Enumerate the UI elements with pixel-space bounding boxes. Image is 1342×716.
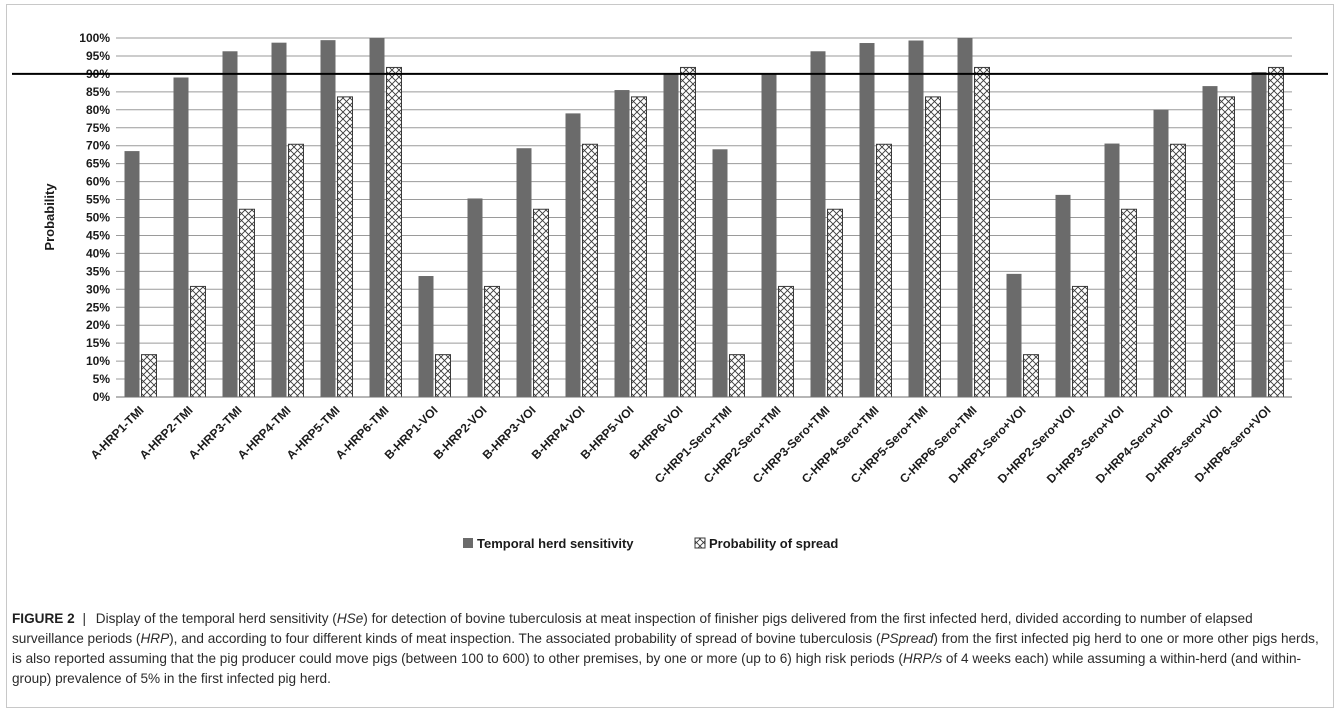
caption-text-segment: ), and according to four different kinds…: [169, 631, 881, 646]
gridlines: [116, 37, 1292, 398]
y-tick-label: 60%: [86, 175, 110, 189]
bar-probability-of-spread: [435, 354, 451, 398]
bar-temporal-herd-sensitivity: [810, 51, 826, 398]
figure-label: FIGURE 2: [12, 611, 75, 626]
legend: Temporal herd sensitivity Probability of …: [463, 536, 838, 551]
bar-temporal-herd-sensitivity: [908, 40, 924, 397]
bar-probability-of-spread: [386, 66, 402, 398]
figure-frame: [6, 4, 1334, 708]
y-tick-label: 95%: [86, 49, 110, 63]
y-tick-label: 20%: [86, 318, 110, 332]
bar-temporal-herd-sensitivity: [124, 151, 140, 397]
bar-probability-of-spread: [778, 285, 794, 398]
bar-probability-of-spread: [1072, 285, 1088, 398]
bar-probability-of-spread: [582, 143, 598, 398]
bar-chart: 0% 5% 10% 15% 20% 25% 30% 35% 40% 45% 50% 55% 60% 65%…: [12, 31, 1328, 551]
y-tick-label: 45%: [86, 228, 110, 242]
caption-text-segment: ) from the first infected pig herd to on…: [12, 631, 1319, 666]
bar-temporal-herd-sensitivity: [1055, 194, 1071, 397]
y-tick-label: 0%: [93, 390, 111, 404]
caption-text-segment: ) for detection of bovine tuberculosis a…: [12, 611, 1253, 646]
bar-probability-of-spread: [974, 66, 990, 398]
bar-probability-of-spread: [239, 208, 255, 398]
bar-probability-of-spread: [484, 285, 500, 398]
bar-probability-of-spread: [1268, 66, 1284, 398]
y-tick-label: 65%: [86, 157, 110, 171]
bar-temporal-herd-sensitivity: [418, 276, 434, 397]
caption-text: Display of the temporal herd sensitivity…: [12, 611, 1319, 686]
y-tick-label: 55%: [86, 193, 110, 207]
bar-probability-of-spread: [141, 354, 157, 398]
bar-temporal-herd-sensitivity: [320, 40, 336, 398]
bar-temporal-herd-sensitivity: [516, 148, 532, 397]
figure-caption: FIGURE 2 | Display of the temporal herd …: [12, 609, 1328, 689]
legend-swatch-temporal-herd-sensitivity: [463, 538, 473, 548]
bars: [124, 38, 1284, 398]
bar-temporal-herd-sensitivity: [761, 73, 777, 398]
y-axis-label: Probability: [42, 183, 57, 251]
caption-text-segment: of 4 weeks each) while assuming a within…: [12, 651, 1302, 686]
caption-text-segment: Display of the temporal herd sensitivity…: [95, 611, 337, 626]
y-tick-label: 25%: [86, 300, 110, 314]
bar-probability-of-spread: [1219, 96, 1235, 398]
bar-temporal-herd-sensitivity: [859, 43, 875, 397]
bar-probability-of-spread: [729, 354, 745, 398]
bar-temporal-herd-sensitivity: [957, 38, 973, 397]
bar-probability-of-spread: [925, 96, 941, 398]
legend-label-temporal-herd-sensitivity: Temporal herd sensitivity: [477, 536, 634, 551]
bar-probability-of-spread: [190, 285, 206, 398]
y-tick-label: 15%: [86, 336, 110, 350]
caption-separator: |: [82, 611, 87, 626]
bar-temporal-herd-sensitivity: [663, 73, 679, 397]
y-tick-label: 100%: [79, 31, 110, 45]
caption-italic-term: HRP: [140, 631, 170, 646]
y-tick-label: 85%: [86, 85, 110, 99]
bar-temporal-herd-sensitivity: [271, 42, 287, 398]
y-tick-label: 40%: [86, 246, 110, 260]
bar-probability-of-spread: [533, 208, 549, 398]
bar-temporal-herd-sensitivity: [1153, 109, 1169, 398]
bar-temporal-herd-sensitivity: [467, 198, 483, 397]
bar-probability-of-spread: [1121, 208, 1137, 398]
bar-probability-of-spread: [827, 208, 843, 398]
bar-temporal-herd-sensitivity: [369, 38, 385, 397]
bar-temporal-herd-sensitivity: [565, 113, 581, 397]
bar-probability-of-spread: [1170, 143, 1186, 398]
bar-probability-of-spread: [680, 66, 696, 398]
caption-italic-term: HSe: [336, 611, 364, 626]
bar-probability-of-spread: [631, 96, 647, 398]
bar-temporal-herd-sensitivity: [1104, 143, 1120, 397]
legend-label-probability-of-spread: Probability of spread: [709, 536, 838, 551]
y-tick-label: 75%: [86, 121, 110, 135]
bar-probability-of-spread: [1023, 354, 1039, 398]
y-tick-label: 35%: [86, 264, 110, 278]
y-tick-label: 50%: [86, 211, 110, 225]
caption-italic-term: HRP/s: [902, 651, 943, 666]
bar-probability-of-spread: [337, 96, 353, 398]
bar-probability-of-spread: [876, 143, 892, 398]
y-tick-label: 10%: [86, 354, 110, 368]
bar-temporal-herd-sensitivity: [222, 51, 238, 398]
bar-temporal-herd-sensitivity: [173, 77, 189, 398]
bar-probability-of-spread: [288, 143, 304, 398]
y-tick-label: 80%: [86, 103, 110, 117]
bar-temporal-herd-sensitivity: [1251, 72, 1267, 397]
bar-temporal-herd-sensitivity: [712, 149, 728, 397]
caption-italic-term: PSpread: [880, 631, 934, 646]
bar-temporal-herd-sensitivity: [614, 90, 630, 398]
y-tick-label: 70%: [86, 139, 110, 153]
bar-temporal-herd-sensitivity: [1202, 86, 1218, 397]
y-tick-label: 30%: [86, 282, 110, 296]
legend-swatch-probability-of-spread: [694, 537, 706, 549]
y-tick-label: 5%: [93, 372, 111, 386]
bar-temporal-herd-sensitivity: [1006, 273, 1022, 397]
